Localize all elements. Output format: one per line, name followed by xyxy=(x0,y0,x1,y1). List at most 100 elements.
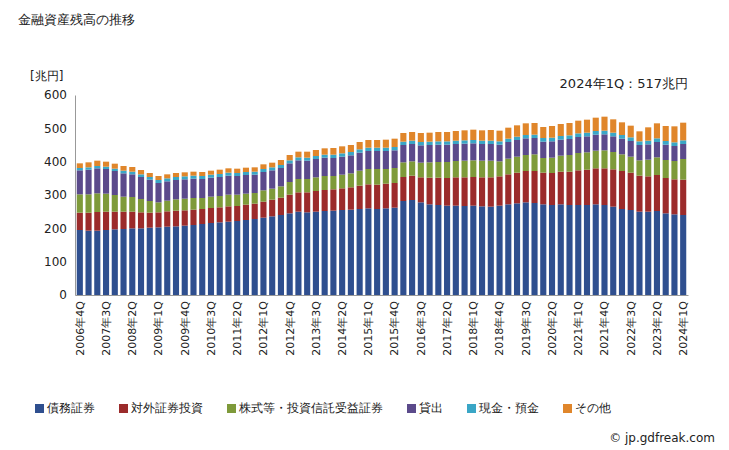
bar xyxy=(531,123,537,135)
bar xyxy=(453,161,459,177)
bar xyxy=(558,140,564,156)
bar xyxy=(330,158,336,176)
bar xyxy=(453,141,459,144)
bar xyxy=(435,145,441,162)
bar xyxy=(619,122,625,135)
bar xyxy=(182,179,188,198)
bar xyxy=(383,151,389,169)
bar xyxy=(610,152,616,169)
bar xyxy=(514,203,520,295)
x-tick-label: 2018年1Q xyxy=(467,301,480,356)
bar xyxy=(357,209,363,295)
bar xyxy=(129,174,135,197)
bar xyxy=(199,176,205,179)
x-tick-label: 2021年1Q xyxy=(572,301,585,356)
x-tick: 2013年3Q xyxy=(310,295,323,356)
x-axis-line xyxy=(76,295,689,296)
bar xyxy=(120,166,126,171)
bar xyxy=(470,206,476,295)
bar xyxy=(392,150,398,168)
bar xyxy=(610,207,616,295)
bar xyxy=(365,208,371,295)
bar xyxy=(400,177,406,201)
bar xyxy=(628,137,634,141)
bar xyxy=(383,140,389,148)
x-tick-label: 2010年3Q xyxy=(205,301,218,356)
bar xyxy=(357,153,363,171)
bar xyxy=(365,169,371,184)
bar xyxy=(85,167,91,169)
bar xyxy=(304,179,310,192)
y-tick: 0 xyxy=(59,288,75,302)
bar xyxy=(190,198,196,210)
bar xyxy=(488,144,494,161)
bar xyxy=(208,223,214,295)
bar xyxy=(383,148,389,151)
bar xyxy=(374,209,380,295)
x-tick: 2017年2Q xyxy=(441,295,454,356)
bar xyxy=(435,141,441,144)
bar xyxy=(208,208,214,223)
bar xyxy=(496,145,502,162)
x-tick-label: 2013年3Q xyxy=(310,301,323,356)
bar xyxy=(225,206,231,221)
bar xyxy=(540,127,546,138)
bar xyxy=(479,130,485,140)
x-axis: 2006年4Q2007年3Q2008年2Q2009年1Q2009年4Q2010年… xyxy=(74,295,690,356)
bar xyxy=(287,163,293,182)
bar xyxy=(330,155,336,158)
x-tick: 2009年4Q xyxy=(179,295,192,356)
bar xyxy=(129,197,135,212)
bar xyxy=(322,155,328,158)
bar xyxy=(540,138,546,142)
bar xyxy=(566,172,572,205)
bar xyxy=(173,173,179,177)
bar xyxy=(383,208,389,295)
bar xyxy=(357,142,363,149)
bar xyxy=(619,154,625,171)
bar xyxy=(619,209,625,295)
bars xyxy=(77,117,687,295)
bar xyxy=(287,160,293,163)
bar xyxy=(374,169,380,185)
bar xyxy=(671,126,677,142)
bar xyxy=(278,160,284,165)
bar xyxy=(470,140,476,143)
bar xyxy=(601,150,607,168)
bar xyxy=(680,144,686,159)
bar xyxy=(85,231,91,295)
bar xyxy=(208,175,214,178)
bar xyxy=(575,170,581,205)
bar xyxy=(427,204,433,295)
bar xyxy=(164,181,170,200)
bar xyxy=(287,213,293,295)
bar xyxy=(269,170,275,188)
bar xyxy=(392,168,398,183)
bar xyxy=(453,177,459,205)
series xyxy=(77,134,687,202)
x-tick-label: 2020年2Q xyxy=(546,301,559,356)
bar xyxy=(488,207,494,295)
bar xyxy=(199,179,205,198)
bar xyxy=(173,177,179,180)
bar xyxy=(523,135,529,138)
bar xyxy=(252,219,258,295)
bar xyxy=(313,212,319,295)
bar xyxy=(558,124,564,136)
bar xyxy=(523,155,529,171)
bar xyxy=(339,188,345,210)
bar xyxy=(584,133,590,137)
bar xyxy=(234,176,240,195)
x-tick: 2011年2Q xyxy=(231,295,244,356)
bar xyxy=(523,123,529,135)
bar xyxy=(392,147,398,150)
legend-item: その他 xyxy=(563,401,611,415)
bar xyxy=(357,149,363,152)
bar xyxy=(531,135,537,138)
bar xyxy=(505,142,511,159)
bar xyxy=(453,144,459,161)
bar xyxy=(418,163,424,178)
x-tick-label: 2019年3Q xyxy=(520,301,533,356)
bar xyxy=(671,161,677,179)
bar xyxy=(619,135,625,139)
